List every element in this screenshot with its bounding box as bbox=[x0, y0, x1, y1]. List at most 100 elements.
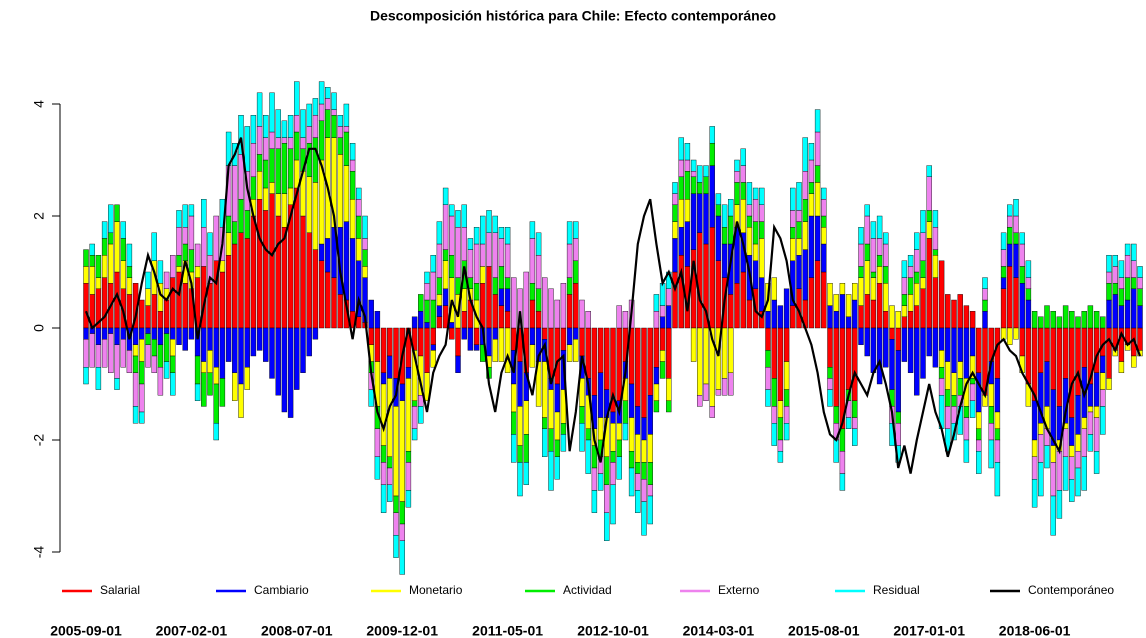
bar-segment bbox=[597, 473, 604, 491]
bar-segment bbox=[635, 490, 641, 513]
bar-segment bbox=[1093, 406, 1100, 418]
x-tick-label: 2015-08-01 bbox=[788, 623, 860, 638]
bar-segment bbox=[201, 226, 207, 267]
bar-segment bbox=[126, 243, 133, 267]
bar-segment bbox=[1112, 254, 1118, 267]
bar-segment bbox=[907, 254, 914, 267]
bar-segment bbox=[901, 260, 908, 278]
bar-segment bbox=[213, 215, 219, 261]
bar-segment bbox=[126, 294, 133, 329]
bar-segment bbox=[275, 109, 281, 138]
bar-segment bbox=[821, 243, 827, 273]
bar-segment bbox=[442, 187, 449, 205]
bar-segment bbox=[1031, 456, 1038, 480]
bar-segment bbox=[666, 305, 672, 329]
bar-segment bbox=[294, 131, 300, 161]
bar-segment bbox=[653, 400, 660, 413]
bar-segment bbox=[368, 299, 374, 329]
bar-segment bbox=[690, 176, 697, 194]
bar-segment bbox=[1038, 423, 1044, 435]
bar-segment bbox=[635, 327, 641, 407]
bar-segment bbox=[883, 327, 889, 368]
bar-segment bbox=[424, 322, 430, 329]
bar-segment bbox=[176, 226, 182, 256]
bar-segment bbox=[616, 423, 622, 441]
bar-segment bbox=[845, 417, 852, 430]
bar-segment bbox=[399, 523, 405, 541]
bar-segment bbox=[1038, 327, 1044, 373]
bar-segment bbox=[672, 238, 678, 273]
bar-segment bbox=[1000, 277, 1007, 290]
bar-segment bbox=[635, 462, 641, 474]
bar-segment bbox=[393, 406, 399, 497]
bar-segment bbox=[269, 148, 275, 183]
bar-segment bbox=[889, 327, 895, 340]
bar-segment bbox=[473, 327, 480, 345]
bar-segment bbox=[349, 170, 356, 200]
bar-segment bbox=[839, 473, 846, 491]
bar-segment bbox=[876, 215, 883, 239]
bar-segment bbox=[740, 182, 746, 200]
bar-segment bbox=[517, 361, 523, 407]
bar-segment bbox=[802, 221, 808, 250]
bar-segment bbox=[325, 86, 331, 99]
bar-segment bbox=[1031, 439, 1038, 457]
bar-segment bbox=[238, 114, 244, 155]
bar-segment bbox=[101, 327, 108, 340]
bar-segment bbox=[864, 327, 870, 357]
bar-segment bbox=[988, 423, 994, 441]
bar-segment bbox=[771, 327, 777, 379]
bar-segment bbox=[139, 339, 145, 362]
bar-segment bbox=[610, 462, 616, 485]
bar-segment bbox=[1081, 417, 1087, 430]
bar-segment bbox=[765, 367, 771, 390]
bar-segment bbox=[690, 159, 697, 172]
bar-segment bbox=[1100, 406, 1106, 435]
bar-segment bbox=[597, 417, 604, 441]
bar-segment bbox=[610, 484, 616, 525]
bar-segment bbox=[709, 226, 715, 329]
bar-segment bbox=[1062, 456, 1069, 491]
bar-segment bbox=[994, 462, 1001, 497]
bar-segment bbox=[839, 294, 846, 329]
bar-segment bbox=[548, 389, 554, 430]
bar-segment bbox=[176, 254, 182, 267]
bar-segment bbox=[616, 439, 622, 457]
bar-segment bbox=[839, 451, 846, 474]
x-tick-label: 2007-02-01 bbox=[156, 623, 228, 638]
bar-segment bbox=[504, 243, 511, 278]
bar-segment bbox=[548, 451, 554, 491]
bar-segment bbox=[672, 221, 678, 239]
bar-segment bbox=[926, 176, 932, 211]
bar-segment bbox=[337, 154, 343, 228]
bar-segment bbox=[250, 176, 257, 200]
bar-segment bbox=[473, 243, 480, 284]
bar-segment bbox=[523, 434, 529, 463]
bar-segment bbox=[201, 327, 207, 362]
bar-segment bbox=[101, 339, 108, 368]
bar-segment bbox=[300, 215, 306, 329]
bar-segment bbox=[498, 327, 505, 362]
bar-segment bbox=[1013, 215, 1019, 233]
legend-label: Externo bbox=[718, 583, 760, 597]
bar-segment bbox=[498, 288, 505, 306]
bar-segment bbox=[1013, 198, 1019, 217]
bar-segment bbox=[728, 372, 734, 396]
bar-segment bbox=[343, 221, 350, 301]
bar-segment bbox=[151, 327, 157, 340]
bar-segment bbox=[951, 395, 957, 407]
bar-segment bbox=[895, 327, 901, 351]
bar-segment bbox=[783, 288, 790, 329]
bar-segment bbox=[759, 221, 765, 239]
bar-segment bbox=[808, 142, 815, 161]
bar-segment bbox=[870, 299, 877, 329]
bar-segment bbox=[883, 266, 889, 284]
bar-segment bbox=[1087, 411, 1094, 435]
bar-segment bbox=[374, 456, 381, 480]
bar-segment bbox=[982, 311, 988, 329]
bar-segment bbox=[907, 294, 914, 312]
bar-segment bbox=[945, 406, 951, 429]
bar-segment bbox=[1044, 327, 1050, 362]
bar-segment bbox=[1100, 355, 1106, 373]
bar-segment bbox=[827, 327, 833, 368]
